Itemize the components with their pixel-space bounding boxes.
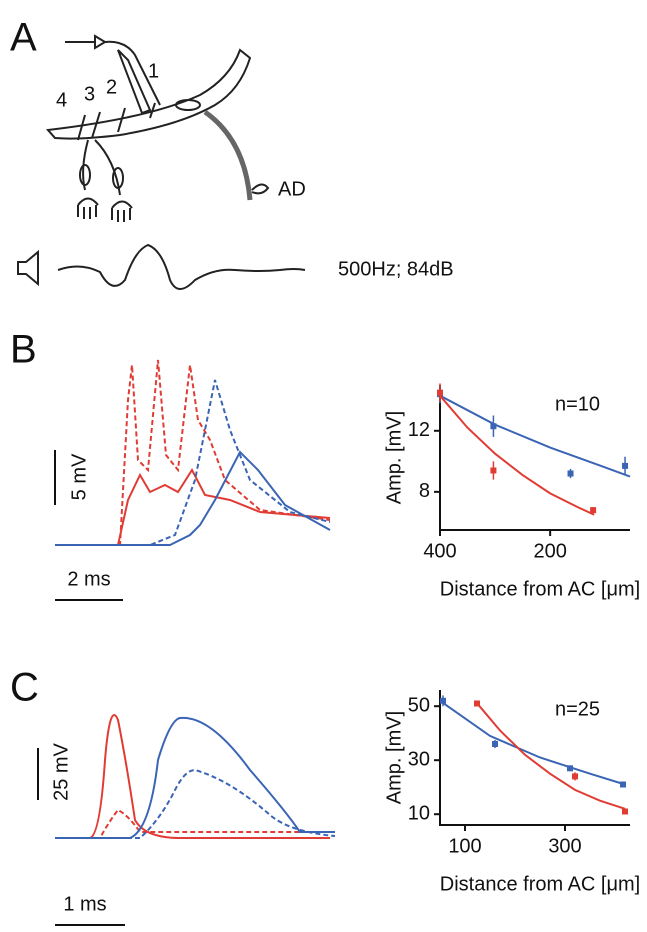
voltage-traces — [55, 714, 336, 839]
fit-curve — [439, 699, 626, 786]
data-point — [440, 697, 446, 704]
panel-label: C — [10, 666, 39, 710]
data-point — [492, 741, 498, 747]
x-tick-label: 100 — [448, 835, 481, 857]
x-tick-label: 300 — [548, 835, 581, 857]
data-point — [567, 765, 573, 772]
data-point — [622, 462, 629, 469]
fit-curve — [474, 700, 626, 810]
panel-label: A — [10, 16, 37, 60]
data-point — [567, 470, 574, 477]
y-tick-label: 12 — [408, 419, 430, 441]
electrode-label: 1 — [148, 60, 159, 82]
y-tick-label: 10 — [408, 802, 430, 824]
y-axis-label: Amp. [mV] — [383, 711, 405, 804]
annotation: n=10 — [555, 393, 600, 415]
fit-curve — [439, 394, 631, 478]
stimulus-waveform — [57, 243, 306, 290]
fit-curve — [439, 395, 595, 516]
data-point — [590, 507, 597, 514]
annotation: n=25 — [555, 698, 600, 720]
scale-label: 5 mV — [68, 453, 90, 500]
x-tick-label: 400 — [423, 540, 456, 562]
y-axis-label: Amp. [mV] — [383, 411, 405, 504]
y-tick-label: 8 — [419, 480, 430, 502]
electrode-label: 2 — [106, 76, 117, 98]
data-point — [620, 781, 626, 788]
data-point — [437, 389, 443, 396]
stimulus-label: 500Hz; 84dB — [338, 258, 454, 280]
x-tick-label: 200 — [533, 540, 566, 562]
data-point — [490, 467, 497, 474]
scale-label: 1 ms — [63, 893, 106, 915]
scale-label: 2 ms — [67, 568, 110, 590]
panel-label: B — [10, 328, 37, 372]
data-point — [622, 808, 628, 815]
electrode-label: 3 — [84, 83, 95, 105]
data-point — [474, 700, 480, 707]
electrode-label: 4 — [56, 89, 67, 111]
axis-line — [439, 690, 630, 826]
scale-label: 25 mV — [50, 742, 72, 800]
y-tick-label: 50 — [408, 694, 430, 716]
voltage-traces — [55, 359, 331, 546]
speaker-icon — [17, 249, 39, 287]
data-point — [572, 773, 578, 780]
data-point — [490, 423, 497, 430]
axis-line — [439, 385, 630, 531]
x-axis-label: Distance from AC [μm] — [440, 873, 640, 895]
x-axis-label: Distance from AC [μm] — [440, 578, 640, 600]
neuron-drawing — [45, 34, 270, 222]
y-tick-label: 30 — [408, 748, 430, 770]
ad-label: AD — [278, 178, 306, 200]
